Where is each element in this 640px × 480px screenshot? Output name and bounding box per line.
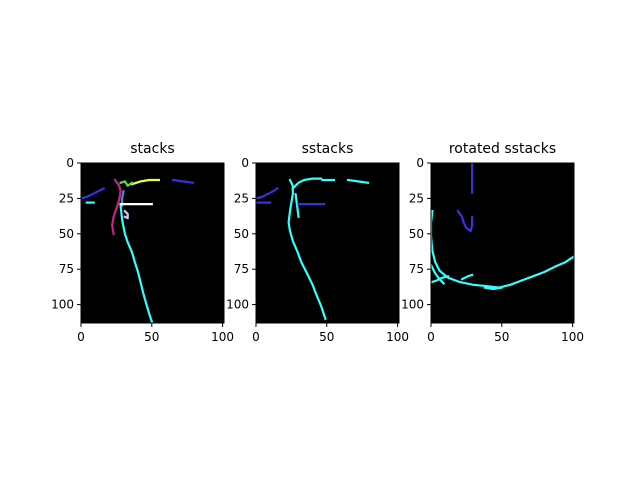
x-tick-label: 50: [494, 330, 509, 344]
y-tick-label: 100: [51, 298, 74, 312]
trace-6: [460, 273, 474, 281]
trace-3: [287, 178, 327, 321]
y-tick-label: 25: [59, 191, 74, 205]
panel-3: rotated sstacks 0 50 100 0 25 50 75 100: [401, 141, 584, 344]
axes-frame: [80, 162, 225, 324]
y-tick-label: 50: [409, 227, 424, 241]
x-tick-label: 100: [211, 330, 234, 344]
panel-2: sstacks 0 50 100 0 25 50 75 100: [226, 141, 409, 344]
axes-frame: [255, 162, 400, 324]
y-tick-label: 0: [241, 156, 249, 170]
trace-6: [346, 178, 370, 185]
image-area: [256, 163, 399, 323]
x-tick-label: 0: [77, 330, 85, 344]
y-tick-label: 75: [409, 262, 424, 276]
y-tick-label: 100: [401, 298, 424, 312]
y-tick-label: 50: [234, 227, 249, 241]
trace-4: [291, 177, 323, 191]
trace-3: [171, 178, 195, 185]
y-tick-label: 0: [416, 156, 424, 170]
axes-frame: [430, 162, 575, 324]
panel-title: rotated sstacks: [449, 141, 556, 157]
x-tick-label: 50: [319, 330, 334, 344]
trace-7: [294, 192, 300, 219]
traces: [431, 163, 574, 291]
trace-1: [256, 186, 279, 200]
x-tick-label: 100: [561, 330, 584, 344]
panel-title: sstacks: [302, 141, 354, 157]
x-tick-label: 0: [252, 330, 260, 344]
trace-4: [130, 178, 160, 186]
panel-1: stacks 0 50 100 0 25 50 75 100: [51, 141, 234, 344]
trace-5: [110, 178, 122, 236]
image-area: [431, 163, 574, 323]
x-tick-label: 50: [144, 330, 159, 344]
trace-10: [123, 209, 129, 220]
y-tick-label: 75: [234, 262, 249, 276]
trace-5: [431, 274, 450, 284]
trace-8: [119, 204, 154, 323]
traces: [256, 177, 370, 321]
y-tick-label: 0: [66, 156, 74, 170]
panel-title: stacks: [130, 141, 174, 157]
trace-3: [431, 209, 574, 289]
trace-7: [483, 286, 504, 291]
trace-4: [431, 263, 446, 285]
trace-7: [119, 180, 134, 187]
y-tick-label: 50: [59, 227, 74, 241]
trace-1: [81, 187, 106, 200]
trace-2: [456, 209, 474, 233]
y-tick-label: 25: [234, 191, 249, 205]
y-tick-label: 100: [226, 298, 249, 312]
x-tick-label: 0: [427, 330, 435, 344]
x-tick-label: 100: [386, 330, 409, 344]
image-area: [81, 163, 224, 323]
traces: [81, 178, 195, 323]
y-tick-label: 25: [409, 191, 424, 205]
y-tick-label: 75: [59, 262, 74, 276]
